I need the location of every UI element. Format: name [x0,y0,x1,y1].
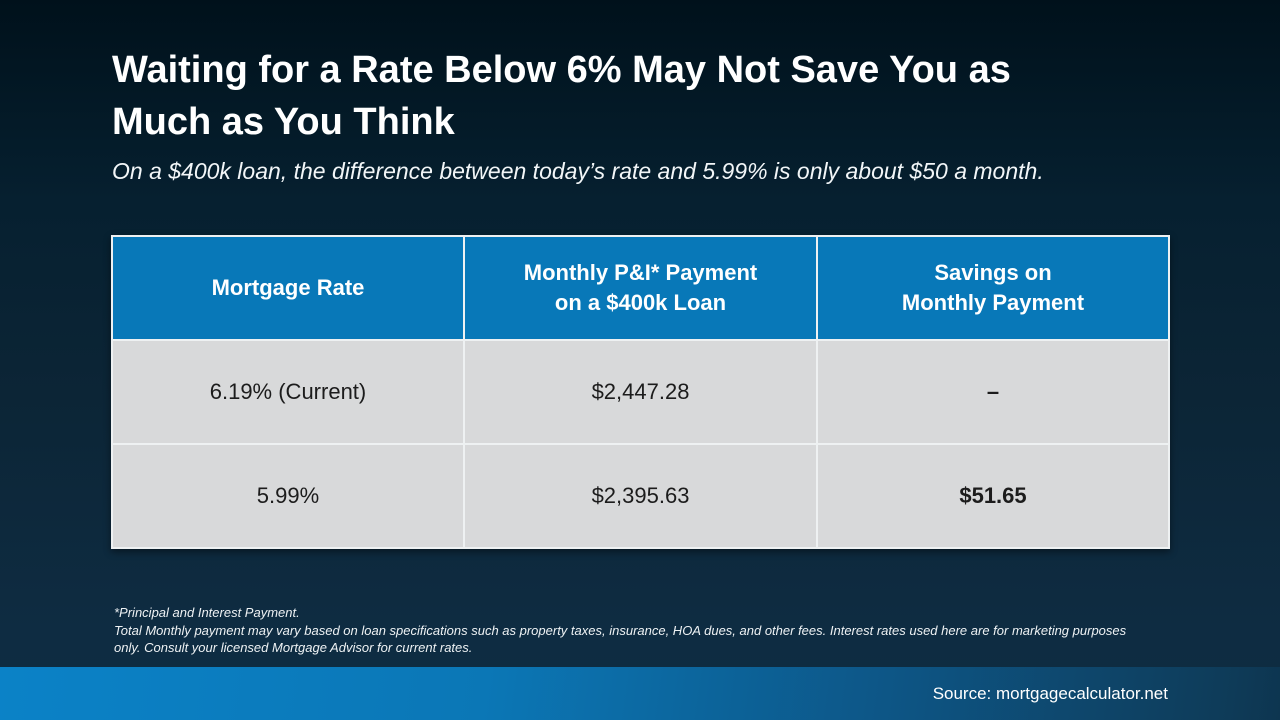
footnote-line-2: Total Monthly payment may vary based on … [114,622,1127,656]
header-cell-monthly-payment: Monthly P&I* Payment on a $400k Loan [463,235,818,341]
header-label-line: Savings on [934,260,1052,285]
footnote-line-1: *Principal and Interest Payment. [114,605,300,620]
footnote: *Principal and Interest Payment. Total M… [114,604,1152,657]
cell-payment: $2,395.63 [463,443,818,549]
source-text: Source: mortgagecalculator.net [932,683,1168,703]
table-row-lower-rate: 5.99% $2,395.63 $51.65 [111,443,1170,549]
bottom-accent-bar: Source: mortgagecalculator.net [0,667,1280,720]
header-cell-savings: Savings on Monthly Payment [816,235,1170,341]
header-label-line: Monthly Payment [901,290,1085,315]
page-title-line-2: Much as You Think [112,101,455,143]
page-title: Waiting for a Rate Below 6% May Not Save… [112,44,1182,148]
rate-comparison-table: Mortgage Rate Monthly P&I* Payment on a … [111,235,1170,549]
header-cell-mortgage-rate: Mortgage Rate [111,235,465,341]
table-row-current-rate: 6.19% (Current) $2,447.28 – [111,339,1170,445]
cell-rate: 6.19% (Current) [111,339,465,445]
subtitle: On a $400k loan, the difference between … [112,158,1044,184]
page-title-line-1: Waiting for a Rate Below 6% May Not Save… [112,49,1011,91]
header-label-line: on a $400k Loan [554,290,727,315]
cell-rate: 5.99% [111,443,465,549]
header-label-line: Monthly P&I* Payment [523,260,758,285]
cell-savings: – [816,339,1170,445]
cell-payment: $2,447.28 [463,339,818,445]
table-header-row: Mortgage Rate Monthly P&I* Payment on a … [111,235,1170,341]
header-label-line: Mortgage Rate [211,275,365,300]
cell-savings: $51.65 [816,443,1170,549]
